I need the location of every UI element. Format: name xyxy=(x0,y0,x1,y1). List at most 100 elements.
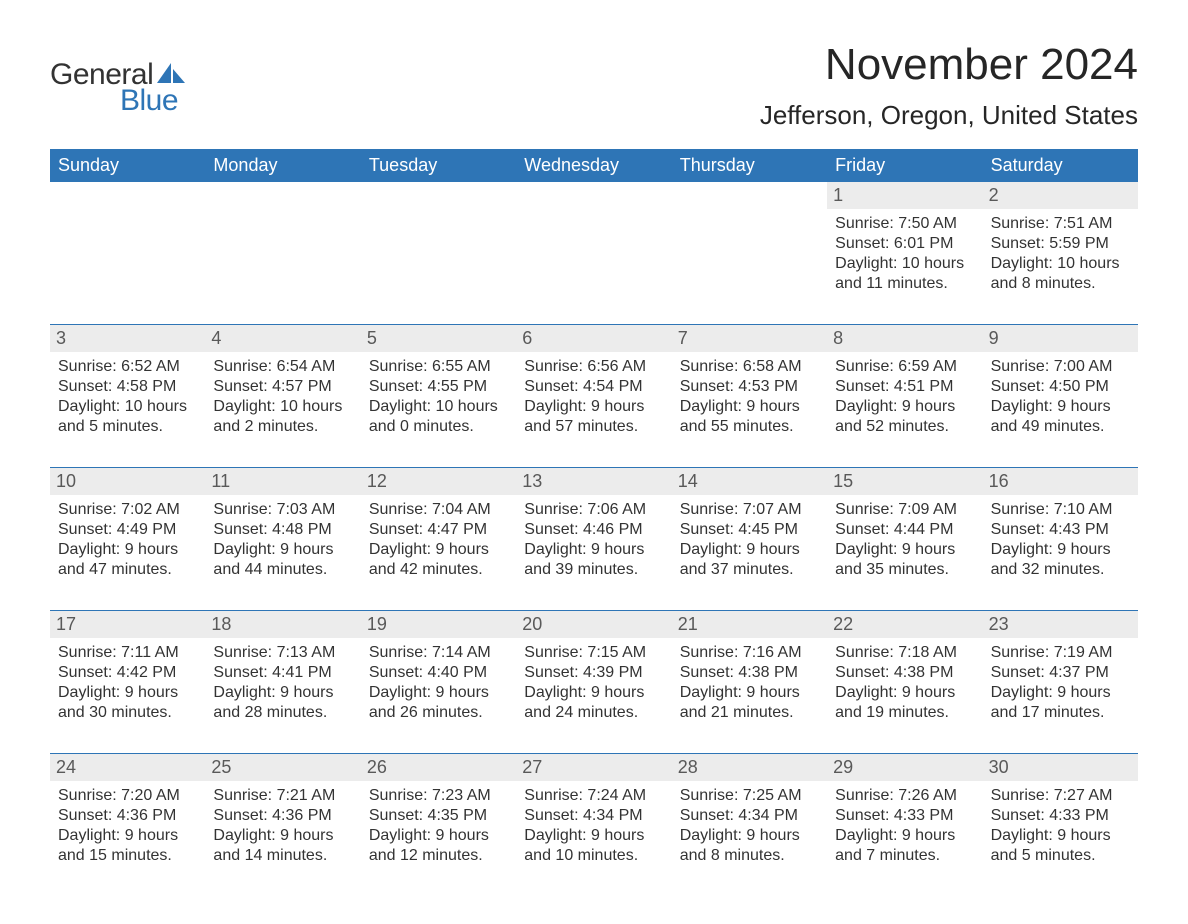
day-daylight2: and 47 minutes. xyxy=(58,560,197,580)
day-number: 17 xyxy=(50,611,205,638)
day-daylight2: and 57 minutes. xyxy=(524,417,663,437)
day-daylight1: Daylight: 9 hours xyxy=(680,397,819,417)
weeks-container: 1Sunrise: 7:50 AMSunset: 6:01 PMDaylight… xyxy=(50,182,1138,884)
day-sunset: Sunset: 6:01 PM xyxy=(835,234,974,254)
day-daylight2: and 11 minutes. xyxy=(835,274,974,294)
day-cell: 23Sunrise: 7:19 AMSunset: 4:37 PMDayligh… xyxy=(983,611,1138,741)
day-sunset: Sunset: 4:34 PM xyxy=(524,806,663,826)
day-sunrise: Sunrise: 7:14 AM xyxy=(369,643,508,663)
day-daylight2: and 2 minutes. xyxy=(213,417,352,437)
day-content: Sunrise: 7:26 AMSunset: 4:33 PMDaylight:… xyxy=(835,786,974,866)
day-content: Sunrise: 7:23 AMSunset: 4:35 PMDaylight:… xyxy=(369,786,508,866)
day-content: Sunrise: 7:03 AMSunset: 4:48 PMDaylight:… xyxy=(213,500,352,580)
day-daylight1: Daylight: 9 hours xyxy=(524,826,663,846)
day-number: 14 xyxy=(672,468,827,495)
day-daylight1: Daylight: 9 hours xyxy=(58,826,197,846)
day-cell: 13Sunrise: 7:06 AMSunset: 4:46 PMDayligh… xyxy=(516,468,671,598)
day-daylight2: and 30 minutes. xyxy=(58,703,197,723)
day-content: Sunrise: 7:51 AMSunset: 5:59 PMDaylight:… xyxy=(991,214,1130,294)
day-content: Sunrise: 7:11 AMSunset: 4:42 PMDaylight:… xyxy=(58,643,197,723)
day-daylight1: Daylight: 9 hours xyxy=(524,397,663,417)
weekday-wednesday: Wednesday xyxy=(516,149,671,182)
day-sunrise: Sunrise: 7:51 AM xyxy=(991,214,1130,234)
day-number: 11 xyxy=(205,468,360,495)
day-sunset: Sunset: 4:38 PM xyxy=(680,663,819,683)
day-sunset: Sunset: 4:50 PM xyxy=(991,377,1130,397)
weekday-header: Sunday Monday Tuesday Wednesday Thursday… xyxy=(50,149,1138,182)
day-number: 21 xyxy=(672,611,827,638)
day-daylight2: and 7 minutes. xyxy=(835,846,974,866)
day-content: Sunrise: 6:56 AMSunset: 4:54 PMDaylight:… xyxy=(524,357,663,437)
day-number: 25 xyxy=(205,754,360,781)
day-sunset: Sunset: 4:45 PM xyxy=(680,520,819,540)
day-cell: 21Sunrise: 7:16 AMSunset: 4:38 PMDayligh… xyxy=(672,611,827,741)
day-cell: 17 Sunrise: 7:11 AMSunset: 4:42 PMDayligh… xyxy=(50,611,205,741)
day-number: 13 xyxy=(516,468,671,495)
day-daylight2: and 5 minutes. xyxy=(58,417,197,437)
day-content: Sunrise: 7:14 AMSunset: 4:40 PMDaylight:… xyxy=(369,643,508,723)
day-sunset: Sunset: 4:54 PM xyxy=(524,377,663,397)
day-cell xyxy=(50,182,205,312)
day-sunset: Sunset: 4:42 PM xyxy=(58,663,197,683)
day-sunrise: Sunrise: 7:25 AM xyxy=(680,786,819,806)
day-cell: 19 Sunrise: 7:14 AMSunset: 4:40 PMDayligh… xyxy=(361,611,516,741)
day-daylight1: Daylight: 9 hours xyxy=(369,540,508,560)
day-sunset: Sunset: 4:33 PM xyxy=(991,806,1130,826)
day-daylight2: and 21 minutes. xyxy=(680,703,819,723)
day-cell xyxy=(516,182,671,312)
day-number: 5 xyxy=(361,325,516,352)
day-number: 2 xyxy=(983,182,1138,209)
day-cell: 11 Sunrise: 7:03 AMSunset: 4:48 PMDayligh… xyxy=(205,468,360,598)
day-daylight1: Daylight: 9 hours xyxy=(58,540,197,560)
day-sunrise: Sunrise: 6:52 AM xyxy=(58,357,197,377)
day-number: 19 xyxy=(361,611,516,638)
day-sunrise: Sunrise: 7:11 AM xyxy=(58,643,197,663)
day-sunset: Sunset: 4:38 PM xyxy=(835,663,974,683)
day-content: Sunrise: 7:13 AMSunset: 4:41 PMDaylight:… xyxy=(213,643,352,723)
day-cell: 22Sunrise: 7:18 AMSunset: 4:38 PMDayligh… xyxy=(827,611,982,741)
day-sunset: Sunset: 4:41 PM xyxy=(213,663,352,683)
day-sunrise: Sunrise: 7:21 AM xyxy=(213,786,352,806)
day-daylight1: Daylight: 9 hours xyxy=(835,826,974,846)
day-daylight1: Daylight: 10 hours xyxy=(991,254,1130,274)
day-daylight2: and 55 minutes. xyxy=(680,417,819,437)
day-daylight1: Daylight: 9 hours xyxy=(991,683,1130,703)
day-daylight1: Daylight: 9 hours xyxy=(991,826,1130,846)
day-sunrise: Sunrise: 7:07 AM xyxy=(680,500,819,520)
weekday-saturday: Saturday xyxy=(983,149,1138,182)
day-sunset: Sunset: 4:48 PM xyxy=(213,520,352,540)
day-sunrise: Sunrise: 7:18 AM xyxy=(835,643,974,663)
day-content: Sunrise: 6:55 AMSunset: 4:55 PMDaylight:… xyxy=(369,357,508,437)
day-content: Sunrise: 7:09 AMSunset: 4:44 PMDaylight:… xyxy=(835,500,974,580)
day-sunset: Sunset: 4:49 PM xyxy=(58,520,197,540)
day-sunset: Sunset: 4:58 PM xyxy=(58,377,197,397)
day-number: 23 xyxy=(983,611,1138,638)
day-daylight1: Daylight: 9 hours xyxy=(213,683,352,703)
day-daylight2: and 35 minutes. xyxy=(835,560,974,580)
title-block: November 2024 Jefferson, Oregon, United … xyxy=(760,40,1138,131)
day-daylight1: Daylight: 10 hours xyxy=(369,397,508,417)
day-daylight1: Daylight: 9 hours xyxy=(835,397,974,417)
day-sunset: Sunset: 4:44 PM xyxy=(835,520,974,540)
day-cell: 2 Sunrise: 7:51 AMSunset: 5:59 PMDaylight… xyxy=(983,182,1138,312)
day-number: 16 xyxy=(983,468,1138,495)
day-content: Sunrise: 6:52 AMSunset: 4:58 PMDaylight:… xyxy=(58,357,197,437)
day-daylight1: Daylight: 9 hours xyxy=(369,826,508,846)
day-cell xyxy=(361,182,516,312)
day-number: 7 xyxy=(672,325,827,352)
day-content: Sunrise: 7:04 AMSunset: 4:47 PMDaylight:… xyxy=(369,500,508,580)
day-sunrise: Sunrise: 7:20 AM xyxy=(58,786,197,806)
day-sunrise: Sunrise: 7:15 AM xyxy=(524,643,663,663)
day-sunrise: Sunrise: 7:13 AM xyxy=(213,643,352,663)
day-sunset: Sunset: 4:35 PM xyxy=(369,806,508,826)
day-sunset: Sunset: 4:33 PM xyxy=(835,806,974,826)
day-daylight1: Daylight: 9 hours xyxy=(524,683,663,703)
day-sunset: Sunset: 4:46 PM xyxy=(524,520,663,540)
day-daylight2: and 52 minutes. xyxy=(835,417,974,437)
day-daylight2: and 8 minutes. xyxy=(991,274,1130,294)
weekday-sunday: Sunday xyxy=(50,149,205,182)
day-number: 4 xyxy=(205,325,360,352)
location: Jefferson, Oregon, United States xyxy=(760,100,1138,131)
day-daylight2: and 15 minutes. xyxy=(58,846,197,866)
day-sunset: Sunset: 4:34 PM xyxy=(680,806,819,826)
